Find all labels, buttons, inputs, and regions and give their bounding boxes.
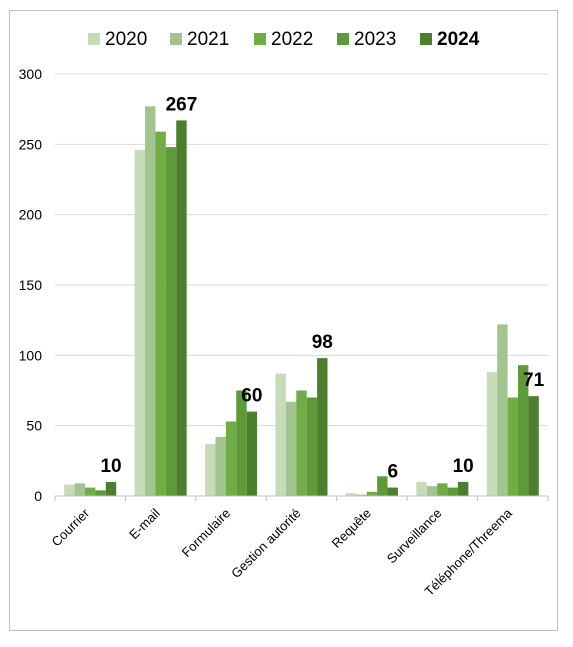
bar-2024 bbox=[528, 396, 539, 496]
bar-2022 bbox=[366, 491, 378, 496]
legend-label: 2020 bbox=[105, 29, 147, 50]
bar-2020 bbox=[205, 443, 216, 496]
data-label: 98 bbox=[312, 332, 333, 353]
y-tick-label: 250 bbox=[19, 136, 43, 152]
x-category-label: Surveillance bbox=[384, 506, 445, 567]
bar-2024 bbox=[176, 120, 187, 497]
bar-2023 bbox=[165, 147, 177, 496]
bar-series bbox=[64, 106, 539, 497]
bar-2020 bbox=[345, 493, 357, 496]
bar-2020 bbox=[275, 373, 286, 496]
legend-label: 2022 bbox=[271, 29, 313, 50]
y-tick-label: 150 bbox=[19, 277, 43, 293]
bar-2022 bbox=[296, 390, 307, 496]
bar-2020 bbox=[134, 149, 146, 496]
x-category-label: Gestion autorité bbox=[228, 506, 304, 582]
legend-swatch-2020 bbox=[88, 33, 100, 45]
bar-2024 bbox=[387, 487, 398, 496]
bar-2023 bbox=[95, 490, 106, 496]
y-tick-label: 50 bbox=[26, 418, 42, 434]
bar-2024 bbox=[105, 481, 117, 496]
legend-swatch-2021 bbox=[170, 33, 182, 45]
y-tick-label: 200 bbox=[19, 207, 43, 223]
bar-2022 bbox=[225, 421, 237, 496]
bar-2021 bbox=[74, 483, 86, 496]
y-tick-label: 0 bbox=[34, 488, 42, 504]
bar-2023 bbox=[447, 487, 458, 496]
legend-label: 2024 bbox=[437, 29, 480, 50]
x-category-label: Formulaire bbox=[179, 506, 234, 561]
bar-2024 bbox=[317, 358, 328, 496]
bar-2023 bbox=[517, 365, 529, 496]
x-category-label: Requête bbox=[329, 506, 374, 551]
y-tick-label: 100 bbox=[19, 347, 43, 363]
data-label: 10 bbox=[453, 456, 474, 477]
data-label: 10 bbox=[100, 456, 121, 477]
bar-2020 bbox=[416, 481, 427, 496]
x-category-label: E-mail bbox=[126, 505, 163, 542]
bar-2021 bbox=[356, 494, 367, 496]
bar-2023 bbox=[377, 476, 388, 496]
bar-2021 bbox=[285, 401, 297, 496]
bar-2023 bbox=[306, 397, 318, 496]
chart-frame bbox=[9, 10, 558, 631]
bar-2022 bbox=[437, 483, 448, 496]
legend-swatch-2022 bbox=[254, 33, 266, 45]
bar-2023 bbox=[236, 390, 247, 496]
x-category-label: Courrier bbox=[49, 505, 93, 549]
legend-swatch-2023 bbox=[337, 33, 349, 45]
legend-label: 2021 bbox=[187, 29, 229, 50]
bar-2021 bbox=[426, 486, 438, 496]
bar-2022 bbox=[155, 131, 166, 496]
data-labels: 10 267 60 98 6 10 71 bbox=[100, 94, 544, 482]
legend: 2020 2021 2022 2023 2024 bbox=[88, 29, 480, 50]
bar-2021 bbox=[497, 324, 508, 496]
bar-2022 bbox=[507, 397, 518, 496]
legend-label: 2023 bbox=[354, 29, 396, 50]
bar-2022 bbox=[85, 487, 96, 496]
bar-2020 bbox=[486, 372, 498, 496]
data-label: 71 bbox=[523, 370, 545, 391]
bar-2024 bbox=[246, 411, 258, 496]
data-label: 267 bbox=[166, 94, 198, 115]
legend-swatch-2024 bbox=[420, 33, 432, 45]
bar-2021 bbox=[215, 436, 226, 496]
bar-2024 bbox=[457, 481, 469, 496]
data-label: 60 bbox=[241, 386, 262, 407]
data-label: 6 bbox=[387, 462, 398, 483]
bar-2021 bbox=[145, 106, 156, 496]
bar-2020 bbox=[64, 484, 75, 496]
gridlines bbox=[55, 73, 548, 427]
y-tick-label: 300 bbox=[19, 66, 43, 82]
y-axis: 0 50 100 150 200 250 300 bbox=[19, 66, 43, 504]
